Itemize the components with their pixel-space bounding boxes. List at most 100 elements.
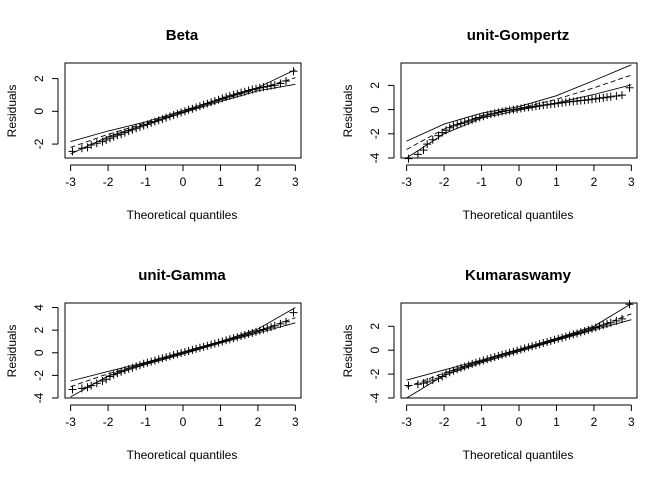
x-tick-label: 1	[553, 175, 560, 189]
panel-title: Kumaraswamy	[465, 267, 572, 284]
x-tick-label: -3	[401, 415, 412, 429]
x-tick-label: 3	[628, 175, 635, 189]
data-point	[599, 321, 608, 330]
data-point	[419, 379, 428, 388]
y-tick-label: 0	[368, 347, 382, 354]
plot-marks	[404, 300, 634, 399]
data-point	[486, 354, 495, 363]
x-tick-label: -2	[439, 175, 450, 189]
data-point	[199, 342, 208, 351]
data-point	[106, 134, 114, 143]
data-point	[177, 108, 186, 117]
envelope-lower-line	[70, 322, 296, 398]
data-point	[413, 380, 422, 389]
data-point	[113, 369, 122, 378]
data-point	[625, 300, 634, 309]
data-point	[87, 381, 96, 390]
data-point	[233, 333, 242, 342]
data-point	[222, 93, 231, 102]
data-point	[276, 79, 285, 88]
data-point	[501, 349, 510, 358]
data-point	[576, 328, 585, 337]
data-point	[92, 379, 101, 388]
plot-frame	[400, 62, 638, 159]
x-axis: -3 -2 -1 0 1 2 3	[401, 164, 635, 189]
data-point	[255, 83, 264, 92]
data-point	[442, 370, 450, 379]
data-point	[460, 118, 469, 127]
x-tick-label: -3	[401, 175, 412, 189]
data-point	[143, 120, 152, 129]
panel-title: unit-Gamma	[138, 267, 226, 284]
data-point	[225, 335, 234, 344]
data-point	[77, 384, 86, 393]
data-point	[603, 319, 611, 328]
data-point	[606, 92, 615, 101]
data-point	[214, 338, 223, 347]
data-point	[445, 368, 454, 377]
data-point	[132, 362, 141, 371]
y-axis-label: Residuals	[5, 325, 19, 378]
data-point	[479, 356, 488, 365]
data-point	[244, 329, 253, 338]
x-tick-label: 3	[292, 175, 299, 189]
envelope-upper-line	[406, 303, 632, 381]
data-point	[524, 103, 533, 112]
data-point	[207, 98, 216, 107]
data-point	[434, 374, 443, 383]
data-point	[449, 366, 458, 375]
data-point	[210, 339, 219, 348]
data-point	[109, 370, 118, 379]
y-axis-label: Residuals	[341, 325, 355, 378]
y-axis: -4 -2 0 2 4	[32, 304, 59, 403]
plot-frame	[400, 302, 638, 399]
data-point	[154, 355, 163, 364]
data-point	[453, 120, 462, 129]
data-point	[135, 361, 144, 370]
data-point	[494, 351, 503, 360]
data-point	[225, 91, 234, 100]
envelope-median-line	[406, 74, 632, 150]
data-point	[143, 358, 152, 367]
data-point	[169, 351, 178, 359]
data-point	[494, 108, 503, 117]
data-point	[113, 131, 122, 140]
data-point	[282, 77, 290, 85]
data-point	[135, 122, 144, 131]
data-point	[252, 327, 260, 336]
panel-kumaraswamy: Kumaraswamy -3 -2 -1 0 1 2 3 -4 -2 0 2 Theoretica…	[341, 267, 638, 462]
data-point	[180, 348, 189, 356]
data-point	[490, 109, 499, 118]
x-tick-label: 0	[516, 415, 523, 429]
y-tick-label: 2	[368, 82, 382, 89]
data-point	[456, 119, 465, 128]
y-tick-label: -4	[368, 152, 382, 163]
x-axis-label: Theoretical quantiles	[463, 448, 574, 462]
data-point	[554, 334, 563, 343]
data-point	[259, 325, 268, 334]
envelope-upper-line	[406, 64, 632, 142]
data-point	[263, 324, 272, 333]
data-point	[158, 354, 167, 363]
data-point	[413, 150, 422, 159]
plot-marks	[68, 67, 298, 156]
y-tick-label: 2	[32, 75, 46, 82]
data-point	[173, 109, 182, 118]
x-tick-label: 0	[180, 415, 187, 429]
x-tick-label: -3	[65, 415, 76, 429]
data-point	[449, 121, 458, 130]
data-point	[162, 113, 171, 122]
data-point	[270, 81, 279, 90]
data-point	[188, 345, 197, 354]
data-point	[237, 88, 246, 97]
data-point	[618, 314, 626, 323]
x-axis: -3 -2 -1 0 1 2 3	[65, 404, 299, 429]
data-point	[128, 363, 137, 372]
data-point	[77, 144, 86, 153]
x-axis-label: Theoretical quantiles	[127, 448, 238, 462]
y-tick-label: -4	[368, 392, 382, 403]
data-point	[618, 91, 626, 100]
x-tick-label: 1	[553, 415, 560, 429]
x-tick-label: -2	[103, 175, 114, 189]
